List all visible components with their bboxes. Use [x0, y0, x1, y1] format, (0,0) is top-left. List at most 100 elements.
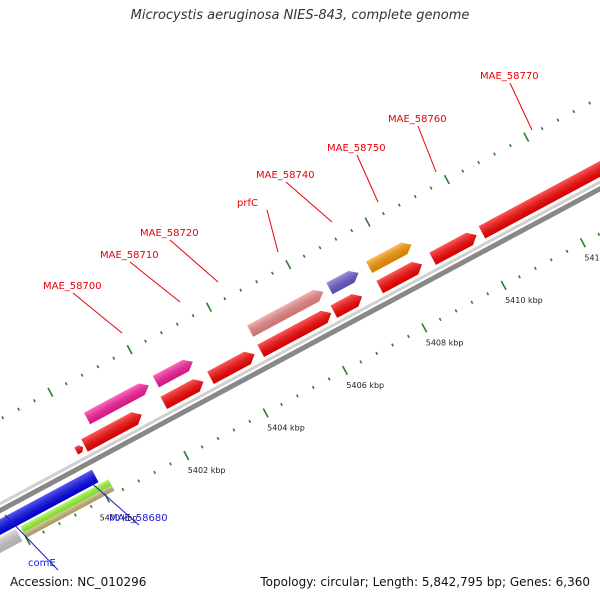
cds-feature-shade: [330, 294, 363, 318]
scale-tick: [454, 309, 458, 313]
scale-tick: [73, 513, 77, 517]
leader-line: [509, 82, 533, 131]
scale-tick: [121, 487, 125, 492]
scale-tick: [239, 288, 243, 292]
scale-tick: [33, 399, 36, 403]
gene-label: MAE_58680: [109, 513, 168, 524]
gene-label: comE: [28, 558, 56, 569]
leader-line: [4, 514, 59, 571]
cds-feature-shade: [257, 310, 332, 358]
scale-tick: [169, 462, 172, 466]
scale-tick: [159, 330, 163, 335]
gene-feature-shade: [84, 383, 149, 425]
scale-tick: [175, 322, 179, 326]
scale-tick: [540, 126, 544, 131]
gene-label: MAE_58740: [256, 170, 315, 181]
scale-tick: [486, 292, 490, 296]
leader-line: [129, 261, 181, 303]
scale-tick: [42, 530, 45, 534]
scale-tick: [17, 407, 21, 411]
scale-tick: [461, 169, 465, 173]
gene-feature: [152, 359, 193, 388]
gene-feature: [326, 270, 359, 295]
cds-feature: [207, 351, 255, 384]
scale-tick: [382, 211, 385, 216]
scale-tick: [397, 203, 401, 207]
gene-feature: [84, 383, 149, 425]
scale-tick: [285, 259, 292, 270]
leader-line: [169, 239, 219, 283]
cds-feature-shade: [429, 232, 477, 265]
genome-backbone-shadow: [0, 149, 600, 531]
cds-feature: [160, 379, 204, 410]
scale-tick: [470, 300, 474, 305]
scale-tick: [421, 323, 428, 333]
scale-tick: [565, 249, 569, 254]
cds-feature: [376, 262, 423, 294]
scale-label: 5412 kbp: [584, 253, 600, 262]
scale-tick: [359, 360, 363, 364]
scale-label: 5404 kbp: [267, 424, 305, 433]
gene-feature-reverse-shade: [0, 528, 23, 572]
cds-feature: [478, 147, 600, 239]
gene-feature-shade: [247, 289, 324, 337]
scale-tick: [89, 504, 93, 509]
scale-tick: [341, 365, 349, 376]
cds-fragment-shade: [74, 445, 84, 455]
leader-line: [417, 125, 437, 173]
gene-feature-reverse: [0, 469, 99, 536]
scale-tick: [248, 419, 252, 424]
scale-tick: [96, 365, 100, 369]
gene-feature-reverse: [20, 479, 113, 534]
scale-tick: [1, 416, 5, 420]
scale-tick: [24, 535, 31, 546]
map-title: Microcystis aeruginosa NIES-843, complet…: [130, 8, 470, 23]
leader-line: [285, 181, 333, 223]
scale-tick: [334, 237, 338, 241]
scale-tick: [271, 271, 274, 275]
scale-tick: [223, 296, 227, 301]
scale-tick: [549, 258, 553, 262]
leader-line: [356, 154, 379, 203]
scale-tick: [232, 428, 236, 432]
gene-label: MAE_58760: [388, 114, 447, 125]
scale-tick: [500, 280, 507, 291]
scale-tick: [407, 334, 410, 339]
cds-feature-shade: [207, 351, 255, 384]
gene-label: MAE_58710: [100, 250, 159, 261]
scale-tick: [311, 385, 315, 390]
scale-tick: [350, 228, 354, 233]
cds-feature: [81, 412, 142, 452]
scale-tick: [255, 279, 258, 284]
gene-feature-shade: [152, 359, 193, 388]
cds-feature-shade: [81, 412, 142, 452]
scale-tick: [137, 479, 141, 483]
gene-feature-shade: [366, 242, 412, 273]
leader-line: [87, 479, 140, 526]
cds-fragment: [74, 445, 84, 455]
genome-frame: [0, 101, 600, 572]
scale-tick: [556, 118, 560, 122]
genome-backbone: [0, 153, 600, 537]
scale-tick: [429, 186, 433, 190]
scale-tick: [572, 109, 576, 114]
gene-label: MAE_58700: [43, 281, 102, 292]
cds-feature: [429, 232, 477, 265]
topology-text: Topology: circular; Length: 5,842,795 bp…: [260, 575, 590, 589]
cds-feature: [257, 310, 332, 358]
cds-feature-shade: [160, 379, 204, 410]
scale-label: 5408 kbp: [426, 339, 464, 348]
scale-tick: [391, 343, 394, 347]
gene-label: MAE_58770: [480, 71, 539, 82]
scale-tick: [64, 382, 68, 386]
gene-labels: 5400 kbp 5402 kbp 5404 kbp 5406 kbp 5408 kbp…: [4, 71, 600, 571]
gene-feature-reverse-shade: [0, 469, 99, 536]
scale-tick: [579, 238, 587, 248]
scale-tick: [523, 132, 530, 142]
scale-tick: [413, 194, 417, 199]
scale-tick: [205, 302, 213, 312]
gene-label: prfC: [237, 198, 258, 209]
scale-label: 5402 kbp: [188, 466, 226, 475]
scale-tick: [216, 436, 220, 441]
